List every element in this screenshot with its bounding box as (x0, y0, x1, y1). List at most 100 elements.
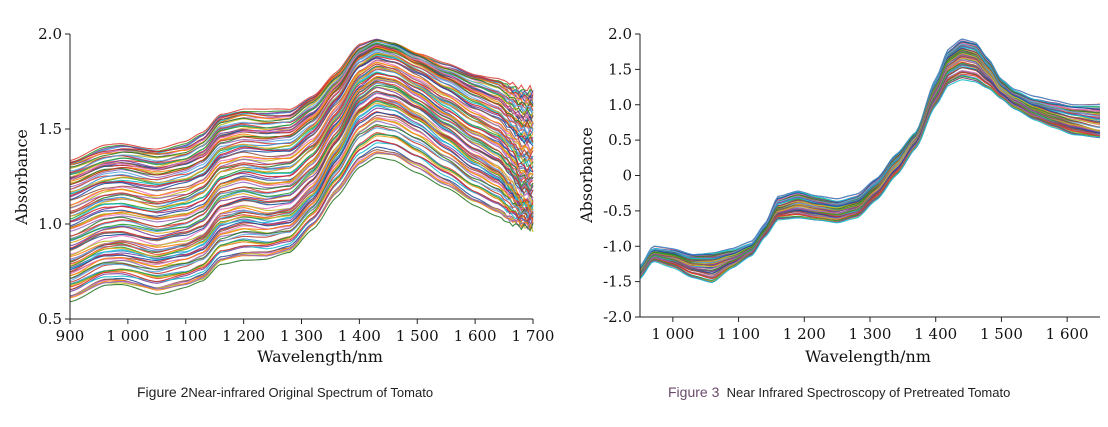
spectrum-line (69, 73, 534, 223)
x-tick-label: 1 100 (164, 327, 207, 345)
spectrum-line (639, 40, 1101, 270)
spectrum-line (69, 111, 534, 271)
spectrum-line (639, 50, 1101, 274)
spectrum-line (639, 64, 1101, 276)
x-tick-label: 1 200 (222, 327, 265, 345)
spectrum-line (69, 146, 534, 297)
spectrum-line (639, 49, 1101, 272)
spectrum-line (639, 59, 1101, 274)
chart2-x-ticks: 1 000 1 100 1 200 1 300 1 400 1 500 1 600 (651, 317, 1089, 343)
y-tick-label: 1.0 (38, 215, 62, 233)
spectrum-line (639, 54, 1101, 273)
chart2-y-ticks: -2.0 -1.5 -1.0 -0.5 0 0.5 1.0 1.5 2.0 (603, 25, 640, 326)
x-tick-label: 1 200 (783, 325, 826, 343)
chart2-x-axis-title: Wavelength/nm (805, 347, 931, 366)
spectrum-line (639, 61, 1101, 275)
x-tick-label: 1 000 (106, 327, 149, 345)
spectrum-line (69, 117, 534, 277)
spectrum-line (69, 55, 534, 197)
x-tick-label: 1 100 (717, 325, 760, 343)
chart1-x-axis-title: Wavelength/nm (257, 347, 383, 366)
spectrum-line (69, 86, 534, 247)
spectrum-line (639, 46, 1101, 271)
spectrum-line (69, 75, 534, 229)
spectrum-line (69, 127, 534, 282)
y-tick-label: -2.0 (603, 308, 632, 326)
spectrum-line (639, 51, 1101, 273)
spectrum-line (69, 63, 534, 213)
spectrum-line (639, 43, 1101, 269)
spectrum-line (639, 60, 1101, 275)
spectrum-line (69, 105, 534, 270)
spectrum-line (69, 41, 534, 172)
spectrum-line (69, 52, 534, 193)
spectrum-line (639, 38, 1101, 267)
x-tick-label: 1 500 (980, 325, 1023, 343)
spectrum-line (69, 156, 534, 303)
x-tick-label: 1 700 (512, 327, 555, 345)
spectrum-line (69, 45, 534, 185)
spectrum-line (639, 48, 1101, 272)
spectrum-line (639, 43, 1101, 272)
x-tick-label: 1 600 (454, 327, 497, 345)
spectrum-line (639, 42, 1101, 270)
spectrum-line (639, 53, 1101, 274)
spectrum-line (639, 44, 1101, 272)
spectrum-line (69, 120, 534, 280)
spectrum-line (69, 92, 534, 255)
spectrum-line (639, 46, 1101, 271)
spectrum-line (639, 48, 1101, 272)
y-tick-label: 0.5 (608, 131, 632, 149)
spectrum-line (639, 46, 1101, 272)
chart1-y-ticks: 0.5 1.0 1.5 2.0 (38, 25, 70, 328)
figure3-caption: Figure 3 Near Infrared Spectroscopy of P… (668, 384, 1010, 400)
chart1-series-lines (69, 38, 534, 303)
figure2-label: Figure 2 (137, 384, 189, 400)
spectrum-line (639, 63, 1101, 277)
y-tick-label: -1.5 (603, 273, 632, 291)
spectrum-line (69, 82, 534, 240)
spectrum-line (639, 57, 1101, 275)
spectrum-line (639, 42, 1101, 271)
figure2-caption-text: Near-infrared Original Spectrum of Tomat… (188, 385, 434, 400)
spectrum-line (639, 64, 1101, 277)
chart1-x-ticks: 900 1 000 1 100 1 200 1 300 1 400 1 500 1 600 1 … (56, 319, 555, 345)
spectrum-line (69, 81, 534, 237)
spectrum-line (639, 49, 1101, 271)
y-tick-label: 1.5 (38, 120, 62, 138)
spectrum-line (69, 114, 534, 273)
spectrum-line (69, 44, 534, 181)
spectrum-line (639, 41, 1101, 269)
spectrum-line (69, 71, 534, 222)
spectrum-line (69, 135, 534, 287)
figure3-caption-text: Near Infrared Spectroscopy of Pretreated… (726, 385, 1011, 400)
spectrum-line (639, 43, 1100, 270)
spectrum-line (69, 53, 534, 195)
spectrum-line (639, 49, 1101, 274)
spectrum-line (639, 65, 1101, 276)
spectrum-line (639, 51, 1101, 273)
spectrum-line (69, 65, 534, 214)
y-tick-label: -0.5 (603, 202, 632, 220)
chart1-y-axis-title: Absorbance (12, 129, 31, 226)
spectrum-line (69, 55, 534, 195)
spectrum-line (69, 44, 534, 179)
spectrum-line (69, 39, 534, 168)
spectrum-line (69, 42, 534, 176)
spectrum-line (639, 51, 1101, 274)
x-tick-label: 1 300 (280, 327, 323, 345)
y-tick-label: 0 (622, 167, 632, 185)
spectrum-line (639, 44, 1101, 271)
y-tick-label: 2.0 (38, 25, 62, 43)
y-tick-label: -1.0 (603, 237, 632, 255)
spectrum-line (69, 90, 534, 252)
spectrum-line (639, 45, 1101, 270)
spectrum-line (69, 139, 534, 291)
spectrum-line (639, 53, 1101, 272)
x-tick-label: 1 000 (651, 325, 694, 343)
spectrum-line (69, 124, 534, 279)
spectrum-line (69, 38, 534, 162)
spectrum-line (69, 66, 534, 217)
spectrum-line (639, 55, 1101, 274)
spectrum-line (69, 133, 534, 286)
